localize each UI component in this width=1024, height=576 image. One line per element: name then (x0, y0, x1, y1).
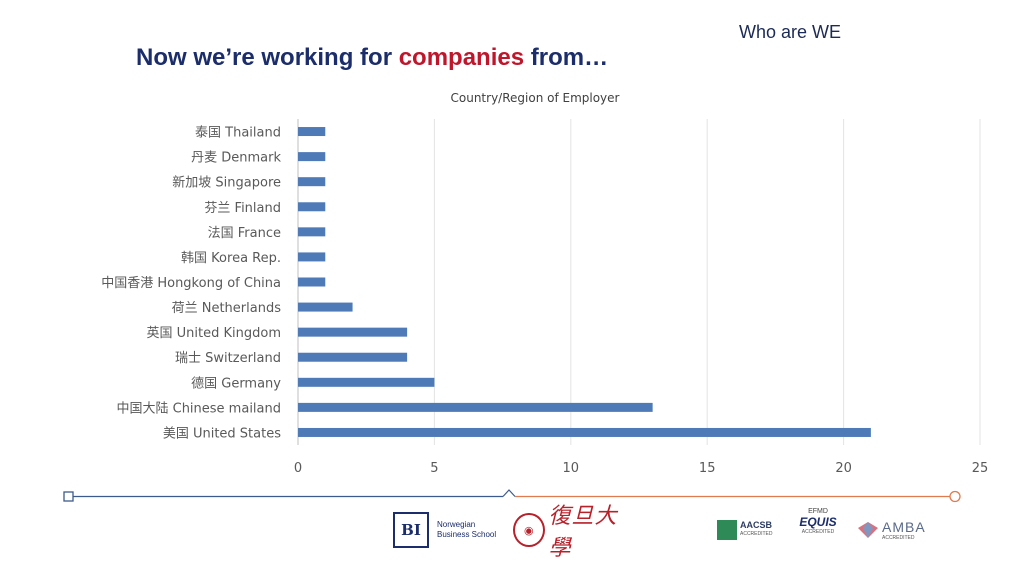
x-tick-label-15: 15 (699, 461, 716, 476)
amba-diamond-icon (858, 522, 878, 538)
bi-name-line1: Norwegian (437, 520, 476, 529)
category-label-singapore: 新加坡 Singapore (172, 175, 281, 191)
x-tick-label-5: 5 (430, 461, 438, 476)
bar-chinese-mailand (298, 402, 653, 412)
aacsb-logo: AACSB ACCREDITED (717, 508, 787, 552)
bar-korea-rep (298, 252, 326, 262)
category-label-switzerland: 瑞士 Switzerland (175, 351, 281, 366)
x-tick-label-25: 25 (972, 461, 989, 476)
bi-logo: BI Norwegian Business School (393, 508, 513, 552)
bar-thailand (298, 127, 326, 137)
slide-headline: Now we’re working for companies from… (136, 44, 608, 72)
bar-switzerland (298, 352, 408, 362)
fudan-seal-icon: ◉ (513, 513, 545, 547)
category-label-netherlands: 荷兰 Netherlands (172, 301, 282, 316)
headline-part1: Now we’re working for (136, 44, 399, 71)
timeline-start-marker (63, 491, 74, 502)
category-label-denmark: 丹麦 Denmark (191, 151, 281, 166)
corner-title: Who are WE (739, 22, 842, 42)
bar-netherlands (298, 302, 353, 312)
category-label-hongkong-of-china: 中国香港 Hongkong of China (101, 276, 281, 291)
bars (298, 127, 871, 437)
employer-country-bar-chart: Country/Region of Employer 泰国 Thailand 丹麦… (101, 91, 988, 476)
bi-name-line2: Business School (437, 530, 497, 539)
bar-united-states (298, 427, 871, 437)
gridlines (297, 119, 981, 445)
amba-sub: ACCREDITED (882, 535, 915, 541)
timeline-divider (63, 489, 961, 503)
x-tick-labels: 0 5 10 15 20 25 (294, 461, 988, 476)
equis-sub: ACCREDITED (801, 529, 835, 535)
fudan-name: 復旦大學 (548, 504, 618, 561)
category-labels: 泰国 Thailand 丹麦 Denmark 新加坡 Singapore 芬兰 Fin… (101, 126, 281, 442)
category-label-korea-rep: 韩国 Korea Rep. (181, 251, 281, 266)
headline-part2: from… (524, 44, 609, 71)
category-label-finland: 芬兰 Finland (204, 201, 281, 216)
category-label-chinese-mailand: 中国大陆 Chinese mailand (116, 400, 281, 416)
aacsb-sub: ACCREDITED (740, 531, 773, 537)
headline-highlight: companies (398, 44, 525, 71)
category-label-united-kingdom: 英国 United Kingdom (147, 326, 281, 341)
fudan-logo: ◉ 復旦大學 (513, 504, 633, 561)
equis-logo: EFMD EQUIS ACCREDITED (792, 508, 844, 552)
chart-title: Country/Region of Employer (451, 91, 620, 105)
x-tick-label-10: 10 (563, 461, 580, 476)
amba-logo: AMBA ACCREDITED (857, 508, 933, 552)
bar-hongkong-of-china (298, 277, 326, 287)
aacsb-name: AACSB (740, 520, 773, 530)
x-tick-label-0: 0 (294, 461, 302, 476)
amba-name: AMBA (882, 519, 926, 535)
bar-united-kingdom (298, 327, 408, 337)
category-label-germany: 德国 Germany (191, 376, 281, 391)
x-tick-label-20: 20 (835, 461, 852, 476)
bar-singapore (298, 177, 326, 187)
bi-mark: BI (393, 512, 429, 548)
equis-top: EFMD (808, 508, 828, 515)
bar-france (298, 227, 326, 237)
category-label-france: 法国 France (208, 226, 281, 241)
equis-name: EQUIS (799, 515, 837, 529)
category-label-united-states: 美国 United States (163, 426, 281, 441)
bar-denmark (298, 152, 326, 162)
aacsb-mark-icon (717, 520, 737, 540)
bi-name: Norwegian Business School (437, 520, 496, 540)
category-label-thailand: 泰国 Thailand (195, 126, 281, 141)
timeline-end-marker (949, 490, 961, 503)
timeline-notch (502, 489, 516, 497)
bar-finland (298, 202, 326, 212)
bar-germany (298, 377, 435, 387)
